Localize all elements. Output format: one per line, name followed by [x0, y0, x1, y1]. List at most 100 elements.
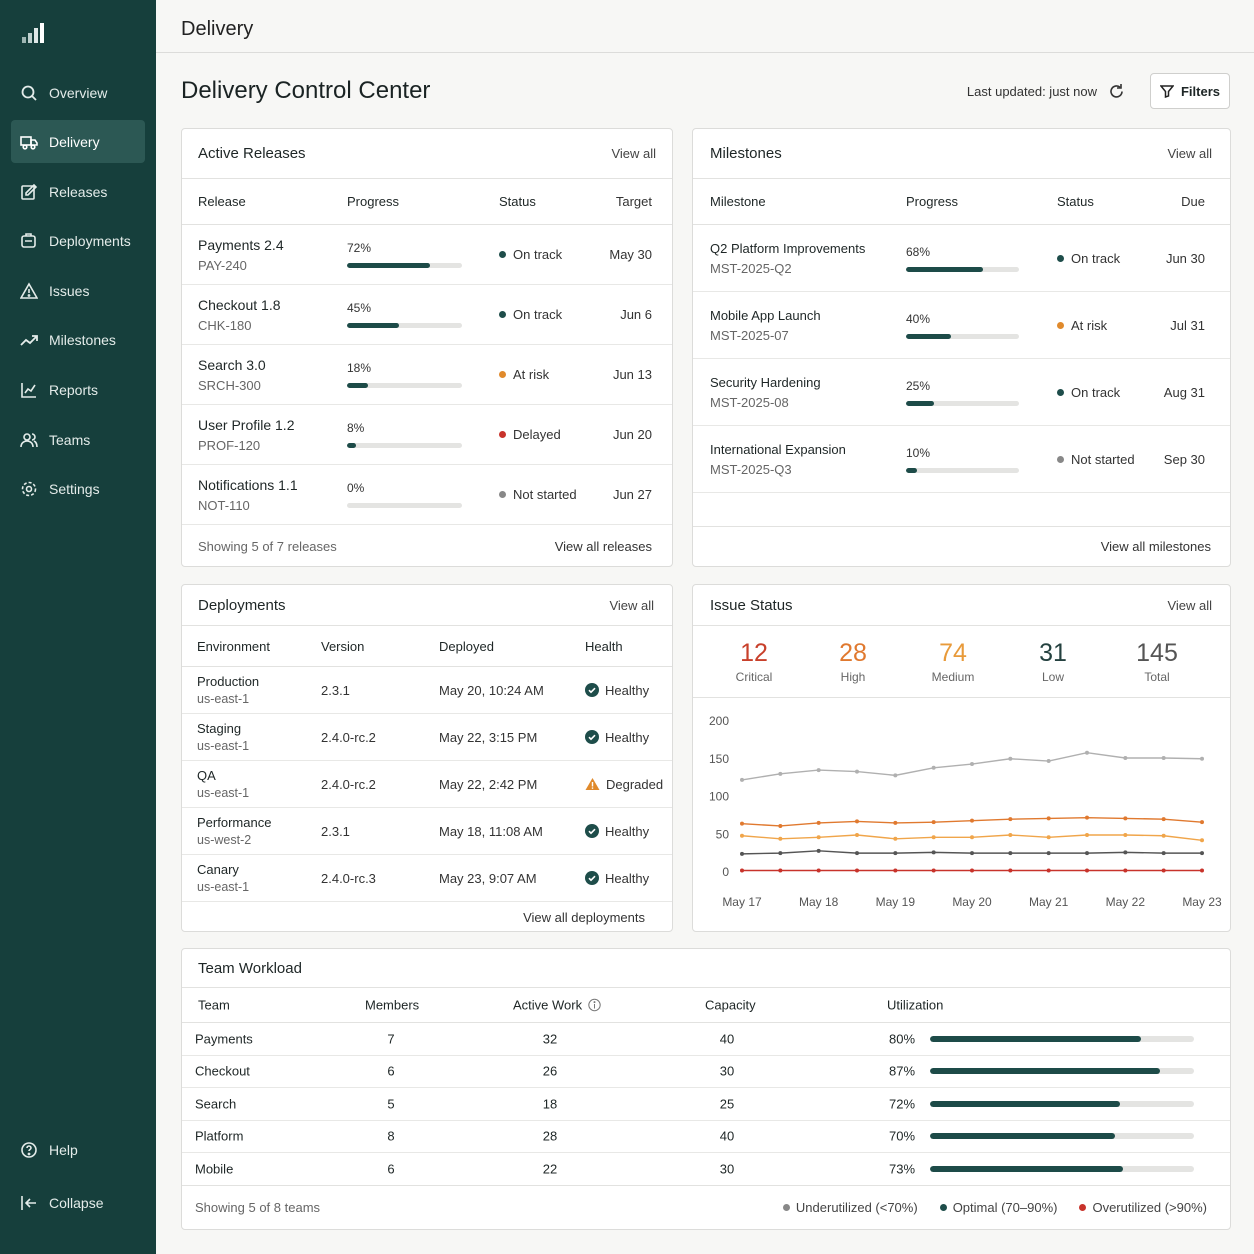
due-date: Sep 30 [1163, 451, 1205, 467]
column-label: Capacity [705, 997, 756, 1013]
team-row[interactable]: Checkout 6 26 30 87% [182, 1056, 1230, 1088]
health-cell: Healthy [585, 730, 672, 745]
x-tick-label: May 19 [876, 895, 916, 909]
team-row[interactable]: Search 5 18 25 72% [182, 1088, 1230, 1121]
health-cell: Healthy [585, 824, 672, 839]
release-row[interactable]: Search 3.0 SRCH-300 18% At risk Jun 13 [182, 345, 672, 405]
stat: 74 Medium [908, 639, 998, 684]
milestone-row[interactable]: Mobile App Launch MST-2025-07 40% At risk… [693, 292, 1230, 359]
data-point [1123, 816, 1128, 821]
column-label: Health [585, 638, 623, 654]
status-cell: Delayed [499, 427, 582, 442]
data-point [893, 820, 898, 825]
team-name: Search [195, 1096, 237, 1112]
release-row[interactable]: Notifications 1.1 NOT-110 0% Not started … [182, 465, 672, 525]
nav-item[interactable]: Help [11, 1128, 145, 1171]
progress-label: 45% [347, 301, 372, 315]
deployed: May 22, 3:15 PM [439, 729, 538, 745]
refresh-icon[interactable] [1108, 83, 1125, 100]
milestone-row[interactable]: International Expansion MST-2025-Q3 10% N… [693, 426, 1230, 493]
nav-item[interactable]: Deployments [11, 219, 145, 262]
column-header: Milestone Progress Status Due [693, 179, 1230, 225]
data-point [855, 868, 859, 873]
nav-item[interactable]: Teams [11, 418, 145, 461]
nav-item[interactable]: Overview [11, 71, 145, 114]
members: 6 [387, 1161, 395, 1177]
deployed: May 18, 11:08 AM [439, 823, 543, 839]
nav-item[interactable]: Reports [11, 368, 145, 411]
issue-chart: 0 50 100 150 200 May 17 May 18 May 19 May 20 May … [709, 714, 1222, 909]
issue-stats [693, 626, 1230, 698]
column-label: Release [198, 194, 246, 209]
milestone-cell: International Expansion MST-2025-Q3 [710, 442, 906, 477]
data-point [740, 868, 744, 873]
capacity: 30 [719, 1063, 735, 1079]
capacity: 30 [719, 1161, 735, 1177]
info-icon[interactable] [588, 998, 601, 1012]
deployment-row[interactable]: Production us-east-1 2.3.1 May 20, 10:24 … [182, 667, 672, 714]
status-cell: On track [1057, 251, 1135, 266]
nav-item[interactable]: Releases [11, 170, 145, 213]
footer-link[interactable]: View all deployments [523, 910, 645, 925]
release-code: PAY-240 [198, 257, 247, 273]
team-row[interactable]: Platform 8 28 40 70% [182, 1121, 1230, 1153]
stat: 145 Total [1112, 639, 1202, 684]
release-row[interactable]: Payments 2.4 PAY-240 72% On track May 30 [182, 225, 672, 285]
data-point [1200, 820, 1204, 825]
stat-value: 12 [740, 639, 768, 667]
target-date: Jun 6 [620, 307, 652, 322]
data-point [1085, 833, 1089, 838]
health-icon [585, 824, 599, 838]
target-date: Jun 20 [612, 427, 652, 442]
nav-item[interactable]: Collapse [11, 1181, 145, 1224]
milestone-row[interactable]: Q2 Platform Improvements MST-2025-Q2 68% … [693, 225, 1230, 292]
release-cell: Payments 2.4 PAY-240 [198, 237, 347, 273]
nav-label: Delivery [49, 133, 100, 150]
legend-item: Underutilized (<70%) [782, 1200, 918, 1215]
utilization-track [930, 1035, 1194, 1042]
nav-item[interactable]: Milestones [11, 318, 145, 361]
view-all[interactable]: View all [1167, 146, 1212, 161]
footer-link[interactable]: View all releases [554, 538, 652, 554]
progress-bar [906, 467, 918, 473]
nav-label: Deployments [49, 232, 131, 249]
release-cell: Notifications 1.1 NOT-110 [198, 477, 347, 513]
stat-value: 28 [839, 639, 867, 667]
data-point [855, 833, 859, 838]
footer-link[interactable]: View all milestones [1100, 539, 1211, 554]
data-point [1200, 868, 1204, 873]
column-header: Environment Version Deployed Health [182, 626, 672, 667]
filters-button[interactable]: Filters [1150, 73, 1230, 109]
release-row[interactable]: User Profile 1.2 PROF-120 8% Delayed Jun … [182, 405, 672, 465]
panel-header: Milestones View all [693, 129, 1230, 179]
deployment-row[interactable]: Canary us-east-1 2.4.0-rc.3 May 23, 9:07 … [182, 855, 672, 902]
data-point [1008, 833, 1013, 838]
data-point [740, 821, 744, 826]
release-row[interactable]: Checkout 1.8 CHK-180 45% On track Jun 6 [182, 285, 672, 345]
deployment-row[interactable]: Staging us-east-1 2.4.0-rc.2 May 22, 3:15… [182, 714, 672, 761]
status: On track [513, 247, 563, 262]
view-all[interactable]: View all [1167, 597, 1212, 613]
deployment-row[interactable]: QA us-east-1 2.4.0-rc.2 May 22, 2:42 PM D… [182, 761, 672, 808]
team-row[interactable]: Payments 7 32 40 80% [182, 1023, 1230, 1056]
team-row[interactable]: Mobile 6 22 30 73% [182, 1153, 1230, 1186]
series-line [741, 751, 1203, 781]
view-all[interactable]: View all [611, 146, 656, 161]
utilization-label: 72% [889, 1096, 916, 1112]
y-tick-label: 0 [722, 865, 729, 879]
panel-title: Milestones [710, 145, 782, 162]
milestone-row[interactable]: Security Hardening MST-2025-08 25% On tra… [693, 359, 1230, 426]
panel-footer: Showing 5 of 8 teams Underutilized (<70%… [182, 1185, 1230, 1229]
footer-text: Showing 5 of 8 teams [195, 1200, 321, 1215]
nav-item[interactable]: Settings [11, 467, 145, 510]
environment-cell: Canary us-east-1 [197, 862, 321, 894]
column-label: Active Work [513, 997, 583, 1013]
milestone-rows: Q2 Platform Improvements MST-2025-Q2 68% … [693, 225, 1230, 493]
nav-label: Releases [49, 183, 108, 200]
deployment-row[interactable]: Performance us-west-2 2.3.1 May 18, 11:08… [182, 808, 672, 855]
view-all[interactable]: View all [609, 597, 654, 613]
nav-item[interactable]: Issues [11, 269, 145, 312]
nav-item[interactable]: Delivery [11, 120, 145, 163]
data-point [740, 777, 744, 782]
data-point [1046, 835, 1051, 840]
